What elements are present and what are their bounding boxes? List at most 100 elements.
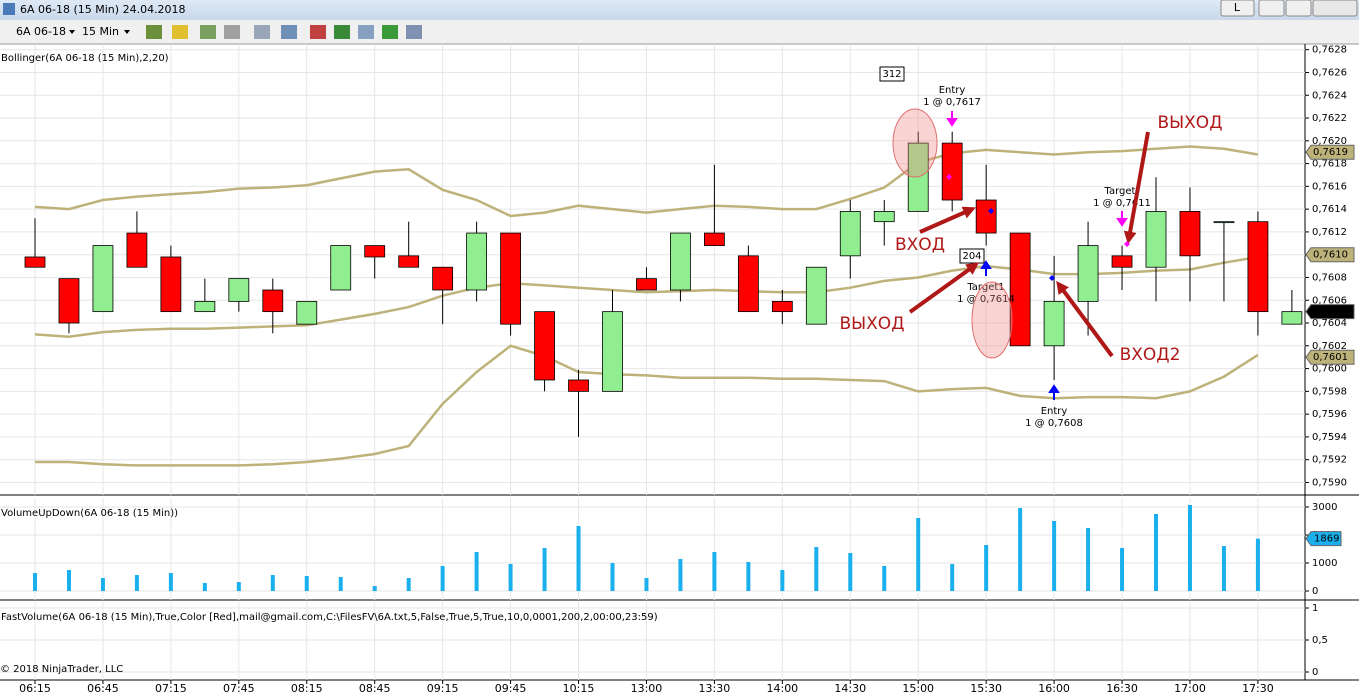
annotation-arrow [919, 206, 976, 234]
dropdown-arrow [124, 30, 130, 34]
y-tick-label: 0,7606 [1312, 295, 1347, 306]
money-icon[interactable] [382, 25, 398, 39]
annotation-arrow [908, 262, 980, 314]
value-marker [1305, 531, 1342, 547]
fill-marker [1124, 241, 1130, 247]
candle-body [1077, 245, 1099, 302]
y-tick-label: 0,7620 [1312, 136, 1347, 147]
y-tick-label: 1000 [1312, 558, 1337, 569]
lines-icon[interactable] [358, 25, 374, 39]
y-tick-label: 0,7604 [1312, 318, 1347, 329]
x-tick-label: 13:30 [699, 682, 731, 695]
panel-title: Bollinger(6A 06-18 (15 Min),2,20) [1, 53, 169, 64]
y-tick-label: 0 [1312, 586, 1318, 597]
y-tick-label: 0,7626 [1312, 67, 1347, 78]
candle-body [466, 232, 488, 291]
volume-bar [338, 577, 343, 592]
x-tick-label: 09:45 [495, 682, 527, 695]
trade-label: ВЫХОД [840, 314, 905, 334]
period-selector[interactable]: 15 Min [82, 25, 119, 38]
candle-body [975, 199, 997, 234]
annotation: 1 @ 0,7614 [957, 294, 1015, 305]
candle-body [873, 211, 895, 223]
x-tick-label: 08:15 [291, 682, 323, 695]
instrument-selector[interactable]: 6A 06-18 [16, 25, 66, 38]
candle-body [534, 311, 555, 381]
volume-bar [474, 551, 479, 592]
x-tick-label: 13:00 [631, 682, 663, 695]
volume-bar [746, 562, 751, 592]
volume-bar [134, 575, 139, 592]
y-tick-label: 1 [1312, 603, 1318, 614]
bollinger-line [34, 145, 1259, 218]
candle-body [364, 245, 386, 258]
bar-type-icon[interactable] [146, 25, 162, 39]
zoom-out-icon[interactable] [224, 25, 240, 39]
candle-body [636, 278, 657, 291]
candle-body [941, 142, 963, 201]
x-tick-label: 10:15 [563, 682, 595, 695]
link-button[interactable] [1220, 0, 1255, 17]
y-tick-label: 3000 [1312, 502, 1337, 513]
highlight-circle [971, 281, 1013, 359]
minimize-button[interactable] [1258, 0, 1285, 17]
candle-body [24, 256, 46, 268]
close-button[interactable] [1312, 0, 1358, 17]
y-tick-label: 0,7624 [1312, 90, 1347, 101]
volume-bar [406, 578, 411, 592]
annotation: 1 @ 0,7611 [1093, 198, 1151, 209]
candle-body [1043, 300, 1065, 347]
magnify-icon[interactable] [281, 25, 297, 39]
annotation: Entry [1041, 406, 1068, 417]
volume-bar [1086, 527, 1091, 592]
buy-arrow [980, 260, 992, 276]
toolbar-icons[interactable] [146, 25, 422, 39]
draw-icon[interactable] [172, 25, 188, 39]
properties-icon[interactable] [406, 25, 422, 39]
cursor-icon[interactable] [254, 25, 270, 39]
volume-bar [610, 563, 615, 592]
candle-body [58, 278, 80, 324]
trade-overlays [892, 108, 1150, 400]
candle-body [737, 255, 759, 313]
volume-bar [848, 553, 853, 592]
trade-label: ВХОД [895, 235, 945, 255]
volume-bar [33, 573, 37, 592]
annotation: 1 @ 0,7617 [923, 97, 981, 108]
price-marker [1305, 304, 1355, 320]
candle-body [839, 211, 861, 257]
candle-body [228, 278, 250, 302]
indicators-icon[interactable] [310, 25, 326, 39]
annotation-arrow [1056, 280, 1114, 358]
y-tick-label: 0,7592 [1312, 455, 1347, 466]
sell-arrow [946, 111, 958, 127]
trade-label: ВЫХОД [1158, 113, 1223, 133]
candle-body [1213, 221, 1235, 224]
candle-body [1247, 221, 1269, 313]
candle-body [296, 300, 318, 325]
volume-bar [576, 525, 581, 592]
candle-body [432, 266, 454, 291]
value-marker-label: 1869 [1314, 534, 1339, 545]
x-tick-label: 07:15 [155, 682, 187, 695]
candle-body [704, 232, 725, 246]
price-marker [1305, 349, 1355, 365]
fill-marker [988, 208, 994, 214]
y-tick-label: 0,7616 [1312, 181, 1347, 192]
candle-body [92, 245, 114, 313]
x-tick-label: 17:00 [1174, 682, 1206, 695]
x-tick-label: 07:45 [223, 682, 255, 695]
maximize-button[interactable] [1285, 0, 1312, 17]
candle-body [907, 142, 929, 212]
title-bar [0, 0, 1359, 20]
annotation: 1 @ 0,7608 [1025, 418, 1083, 429]
zoom-in-icon[interactable] [200, 25, 216, 39]
buy-arrow [1048, 384, 1060, 400]
strategies-icon[interactable] [334, 25, 350, 39]
price-marker-label: 0,7619 [1313, 147, 1348, 158]
volume-bar [100, 578, 105, 592]
volume-bar [950, 564, 955, 592]
y-tick-label: 0,7608 [1312, 272, 1347, 283]
